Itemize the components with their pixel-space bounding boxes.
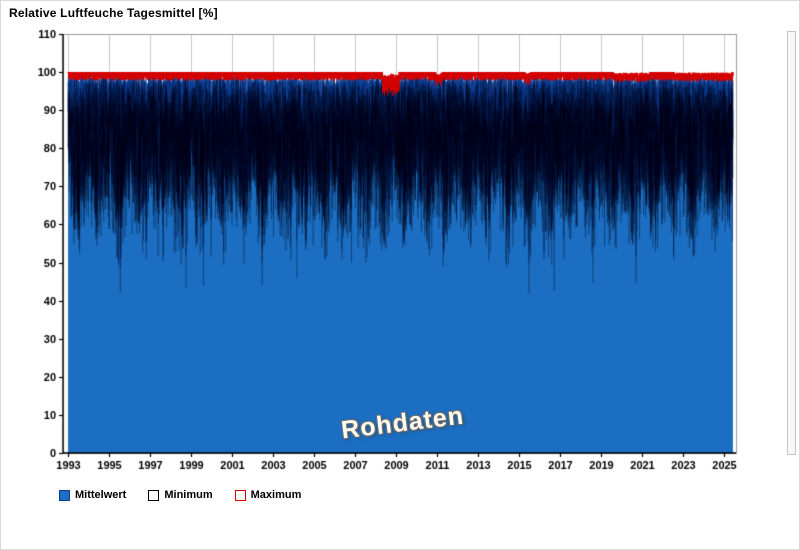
legend-swatch-minimum-icon <box>148 489 160 501</box>
legend-label-mittelwert: Mittelwert <box>75 489 127 501</box>
legend-item-maximum[interactable]: Maximum <box>234 489 302 501</box>
chart-title: Relative Luftfeuche Tagesmittel [%] <box>9 6 218 20</box>
legend-item-minimum[interactable]: Minimum <box>148 489 213 501</box>
legend-label-maximum: Maximum <box>250 489 302 501</box>
scrollbar-track[interactable] <box>787 31 796 455</box>
legend-label-minimum: Minimum <box>164 489 213 501</box>
chart-legend: Mittelwert Minimum Maximum <box>59 489 301 501</box>
legend-item-mittelwert[interactable]: Mittelwert <box>59 489 126 501</box>
legend-swatch-mittelwert-icon <box>59 489 70 501</box>
legend-swatch-maximum-icon <box>234 489 246 501</box>
